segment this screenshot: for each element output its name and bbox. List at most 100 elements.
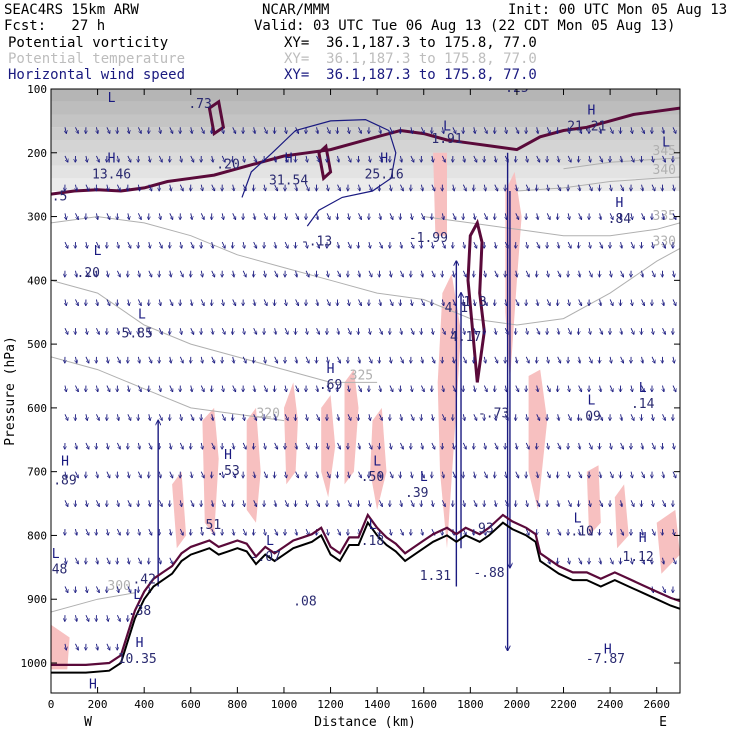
wind-vector xyxy=(190,414,194,420)
wind-vector xyxy=(116,270,120,277)
wind-vector xyxy=(348,385,349,392)
wind-vector xyxy=(642,442,643,449)
wind-vector xyxy=(526,155,527,162)
wind-vector xyxy=(317,385,318,392)
wind-vector xyxy=(86,328,87,334)
wind-vector xyxy=(536,414,540,420)
wind-vector xyxy=(275,155,276,162)
wind-vector xyxy=(137,127,141,133)
wind-vector xyxy=(285,471,286,478)
wind-vector xyxy=(494,442,498,449)
wind-vector xyxy=(158,241,162,248)
wind-vector xyxy=(359,270,360,277)
wind-vector xyxy=(526,241,527,248)
wind-vector xyxy=(588,528,592,535)
wind-vector xyxy=(201,184,202,191)
wind-vector xyxy=(179,356,183,363)
wind-vector xyxy=(296,184,297,191)
wind-vector xyxy=(180,241,181,248)
wind-vector xyxy=(222,471,223,478)
wind-vector xyxy=(127,414,131,420)
wind-vector xyxy=(316,155,320,162)
wind-vector xyxy=(106,385,110,392)
wind-vector xyxy=(431,270,435,277)
model-title: SEAC4RS 15km ARW xyxy=(4,2,139,18)
wind-vector xyxy=(652,500,653,506)
wind-vector xyxy=(568,557,569,564)
extremum-marker-l: L xyxy=(588,394,596,409)
wind-vector xyxy=(96,127,97,133)
wind-vector xyxy=(441,327,445,334)
wind-vector xyxy=(525,270,529,277)
wind-vector xyxy=(116,184,120,191)
wind-vector xyxy=(463,328,464,334)
wind-vector xyxy=(588,184,592,191)
wind-vector xyxy=(641,127,645,133)
wind-vector xyxy=(651,270,655,277)
wind-vector xyxy=(505,385,506,392)
wind-vector xyxy=(588,442,592,449)
wind-vector xyxy=(462,442,466,449)
wind-vector xyxy=(473,500,477,506)
wind-vector xyxy=(137,385,141,392)
wind-vector xyxy=(96,213,97,219)
pv-shading-band xyxy=(51,178,680,192)
wind-vector xyxy=(327,528,328,535)
wind-vector xyxy=(515,213,519,219)
wind-vector xyxy=(463,241,464,248)
wind-vector xyxy=(85,184,89,191)
wind-vector xyxy=(495,414,496,420)
wind-vector xyxy=(86,500,87,506)
field-xy-wind: XY= 36.1,187.3 to 175.8, 77.0 xyxy=(284,67,537,83)
wind-vector xyxy=(326,471,330,478)
wind-vector xyxy=(127,500,131,506)
wind-vector xyxy=(148,184,152,191)
wind-vector xyxy=(296,356,297,363)
wind-vector xyxy=(442,127,443,133)
extremum-marker-h: H xyxy=(327,362,335,377)
pv-contour xyxy=(207,99,226,137)
wind-vector xyxy=(484,184,485,191)
wind-vector xyxy=(190,155,194,162)
wind-vector xyxy=(620,184,624,191)
wind-vector xyxy=(411,299,412,305)
wind-vector xyxy=(149,155,150,162)
wind-vector xyxy=(347,155,351,162)
wind-vector xyxy=(588,270,592,277)
y-tick-label: 700 xyxy=(27,466,47,479)
wind-vector xyxy=(599,241,603,248)
vertical-motion-region xyxy=(614,484,629,549)
wind-vector xyxy=(86,586,87,592)
wind-vector xyxy=(452,385,456,392)
wind-vector xyxy=(138,356,139,363)
wind-vector xyxy=(347,241,351,248)
wind-vector xyxy=(589,414,590,420)
wind-vector xyxy=(200,213,204,219)
wind-vector xyxy=(641,385,645,392)
wind-vector xyxy=(494,356,498,363)
wind-vector xyxy=(672,385,676,392)
wind-vector xyxy=(85,270,89,277)
wind-vector xyxy=(369,500,370,506)
wind-vector xyxy=(567,241,571,248)
wind-vector xyxy=(138,528,139,535)
wind-vector xyxy=(264,270,265,277)
vertical-motion-region xyxy=(437,274,461,549)
y-tick-label: 900 xyxy=(27,593,47,606)
wind-vector xyxy=(453,270,454,277)
wind-vector xyxy=(64,500,68,506)
wind-vector xyxy=(106,213,110,219)
wind-vector xyxy=(578,213,582,219)
wind-vector xyxy=(642,356,643,363)
wind-vector xyxy=(191,213,192,219)
wind-vector xyxy=(609,299,613,305)
wind-vector xyxy=(106,557,110,564)
wind-vector xyxy=(85,356,89,363)
wind-vector xyxy=(158,327,162,334)
wind-vector xyxy=(233,356,234,363)
extremum-marker-h: H xyxy=(136,636,144,651)
value-label: -.13 xyxy=(301,234,332,249)
wind-vector xyxy=(264,442,265,449)
wind-vector xyxy=(578,299,582,305)
wind-vector xyxy=(212,241,213,248)
